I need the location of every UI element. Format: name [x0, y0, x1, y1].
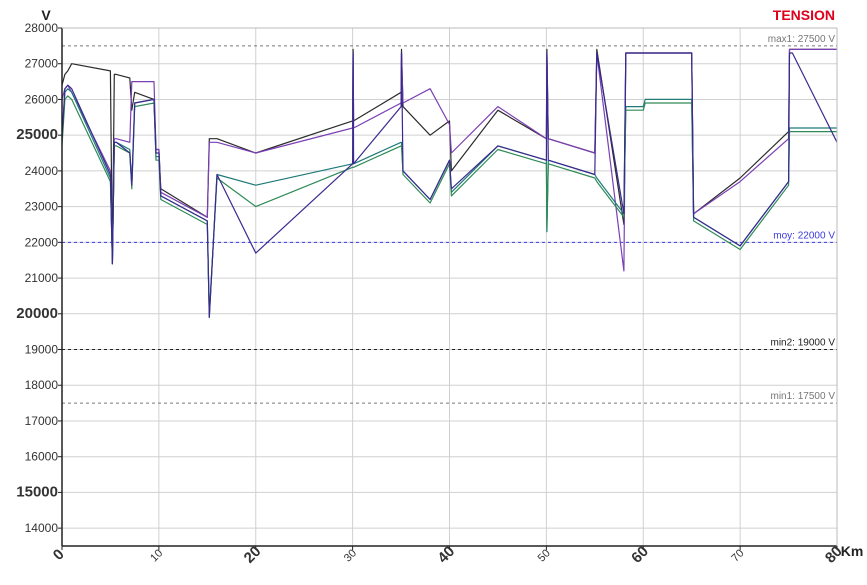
chart-title: TENSION [773, 7, 835, 23]
y-tick-label: 25000 [16, 126, 58, 143]
y-tick-label: 14000 [25, 521, 59, 535]
series-line [61, 95, 837, 315]
y-tick-label: 17000 [25, 414, 59, 428]
y-tick-label: 26000 [25, 92, 59, 106]
series-line [61, 52, 838, 318]
y-tick-label: 23000 [25, 200, 59, 214]
reference-lines: max1: 27500 V moy: 22000 V min2: 19000 V mi… [62, 34, 837, 404]
grid [61, 27, 838, 546]
x-tick-label: 50 [536, 547, 553, 564]
y-tick-label: 20000 [16, 305, 58, 322]
y-tick-label: 22000 [25, 235, 59, 249]
y-tick-label: 18000 [25, 378, 59, 392]
y-tick-label: 21000 [25, 271, 59, 285]
y-axis-label: V [41, 7, 51, 23]
x-tick-label: 0 [50, 546, 68, 564]
x-tick-label: 30 [342, 547, 359, 564]
reference-line-label: min1: 17500 V [771, 391, 836, 402]
y-tick-label: 19000 [25, 343, 59, 357]
x-tick-label: 10 [148, 547, 165, 564]
x-axis-label: Km [841, 543, 864, 559]
reference-line-label: max1: 27500 V [768, 34, 836, 45]
reference-line-label: min2: 19000 V [771, 338, 836, 349]
y-tick-label: 16000 [25, 450, 59, 464]
reference-line-label: moy: 22000 V [773, 230, 835, 241]
series-lines [61, 48, 838, 318]
y-tick-label: 28000 [25, 21, 59, 35]
y-tick-label: 27000 [25, 57, 59, 71]
x-tick-label: 70 [729, 547, 746, 564]
axes [61, 27, 838, 547]
tick-labels: 14000 15000 16000 17000 18000 19000 20000 21000… [16, 21, 845, 567]
y-tick-label: 24000 [25, 164, 59, 178]
series-line [61, 88, 837, 318]
y-tick-label: 15000 [16, 483, 58, 500]
